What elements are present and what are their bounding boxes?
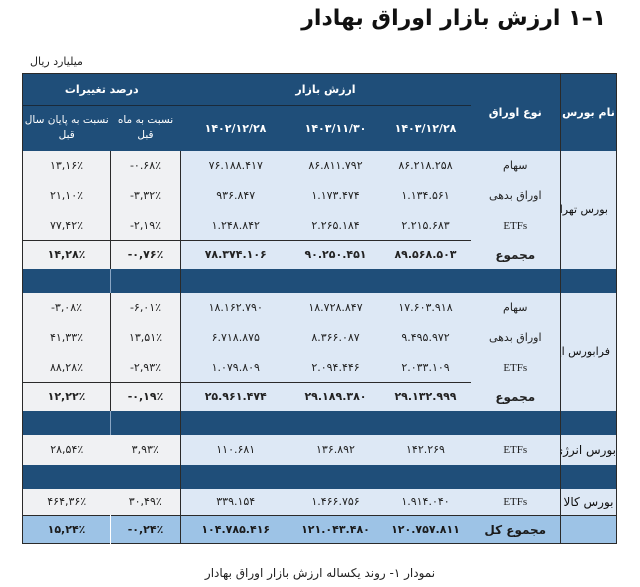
table-row: ۴۱,۳۳٪ ۱۳,۵۱٪ ۶.۷۱۸.۸۷۵ ۸.۳۶۶.۰۸۷ ۹.۴۹۵.… (22, 322, 617, 353)
cell-value-1403-12: ۱۲۰.۷۵۷.۸۱۱ (380, 515, 471, 544)
cell-value-1403-12: ۲۹.۱۳۲.۹۹۹ (380, 382, 471, 411)
table-row: ۷۷,۴۲٪ -۲,۱۹٪ ۱.۲۴۸.۸۴۲ ۲.۲۶۵.۱۸۴ ۲.۲۱۵.… (22, 210, 617, 241)
header-date-1403-12-28: ۱۴۰۳/۱۲/۲۸ (380, 105, 471, 151)
cell-month-change: -۳,۳۲٪ (110, 180, 181, 211)
cell-month-change: ۱۳,۵۱٪ (110, 322, 181, 353)
chart-caption: نمودار ۱- روند یکساله ارزش بازار اوراق ب… (204, 566, 436, 580)
header-vs-prev-year-end: نسبت به پایان سال قبل (22, 105, 111, 151)
cell-year-change: ۱۵,۲۴٪ (22, 515, 111, 544)
cell-year-change: -۳,۰۸٪ (22, 292, 111, 323)
cell-value-1402: ۷۸.۳۷۴.۱۰۶ (180, 240, 291, 269)
header-vs-prev-month: نسبت به ماه قبل (110, 105, 181, 151)
grand-total-row: ۱۵,۲۴٪ -۰,۲۴٪ ۱۰۴.۷۸۵.۴۱۶ ۱۲۱.۰۴۳.۴۸۰ ۱۲… (22, 515, 617, 544)
cell-value-1402: ۱۱۰.۶۸۱ (180, 434, 291, 465)
subtotal-row: ۱۲,۲۲٪ -۰,۱۹٪ ۲۵.۹۶۱.۴۷۴ ۲۹.۱۸۹.۳۸۰ ۲۹.۱… (22, 382, 617, 411)
cell-month-change: -۰.۶۸٪ (110, 150, 181, 181)
cell-year-change: ۲۸,۵۴٪ (22, 434, 111, 465)
cell-type: مجموع (470, 382, 561, 411)
cell-year-change: ۸۸,۲۸٪ (22, 352, 111, 383)
table-row: ۲۸,۵۴٪ ۳,۹۳٪ ۱۱۰.۶۸۱ ۱۳۶.۸۹۲ ۱۴۲.۲۶۹ ETF… (22, 434, 617, 465)
header-market-value: ارزش بازار (180, 73, 471, 106)
cell-value-1403-11: ۲۹.۱۸۹.۳۸۰ (290, 382, 381, 411)
cell-type: مجموع (470, 240, 561, 269)
cell-value-1403-11: ۱۸.۷۲۸.۸۴۷ (290, 292, 381, 323)
cell-value-1403-12: ۲.۰۳۳.۱۰۹ (380, 352, 471, 383)
cell-value-1402: ۹۳۶.۸۴۷ (180, 180, 291, 211)
exchange-name-energy: بورس انرژی (560, 434, 617, 465)
cell-value-1402: ۱۰۴.۷۸۵.۴۱۶ (180, 515, 291, 544)
cell-year-change: ۱۴,۲۸٪ (22, 240, 111, 269)
cell-year-change: ۷۷,۴۲٪ (22, 210, 111, 241)
unit-label: میلیارد ریال (30, 55, 83, 68)
cell-value-1402: ۲۵.۹۶۱.۴۷۴ (180, 382, 291, 411)
cell-type: اوراق بدهی (470, 322, 561, 353)
grand-total-empty (560, 515, 617, 544)
cell-value-1402: ۱.۰۷۹.۸۰۹ (180, 352, 291, 383)
exchange-name-tehran: بورس تهران (560, 150, 617, 269)
cell-type: ETFs (470, 352, 561, 383)
cell-value-1403-11: ۸.۳۶۶.۰۸۷ (290, 322, 381, 353)
cell-value-1402: ۱.۲۴۸.۸۴۲ (180, 210, 291, 241)
cell-month-change: -۰,۱۹٪ (110, 382, 181, 411)
cell-value-1402: ۷۶.۱۸۸.۴۱۷ (180, 150, 291, 181)
separator-row (22, 410, 617, 435)
header-exchange-name: نام بورس (560, 73, 617, 151)
cell-month-change: -۰,۲۴٪ (110, 515, 181, 544)
cell-value-1402: ۳۳۹.۱۵۴ (180, 488, 291, 516)
page-title: ۱–۱ ارزش بازار اوراق بهادار (301, 6, 606, 31)
cell-value-1403-11: ۱۳۶.۸۹۲ (290, 434, 381, 465)
header-date-1403-11-30: ۱۴۰۳/۱۱/۳۰ (290, 105, 381, 151)
cell-value-1403-11: ۱۲۱.۰۴۳.۴۸۰ (290, 515, 381, 544)
cell-value-1403-11: ۸۶.۸۱۱.۷۹۲ (290, 150, 381, 181)
cell-type: اوراق بدهی (470, 180, 561, 211)
cell-type: ETFs (470, 488, 561, 516)
header-security-type: نوع اوراق (470, 73, 561, 151)
cell-year-change: ۲۱,۱۰٪ (22, 180, 111, 211)
cell-year-change: ۱۳,۱۶٪ (22, 150, 111, 181)
exchange-name-commodity: بورس کالا (560, 488, 617, 516)
cell-value-1403-12: ۹.۴۹۵.۹۷۲ (380, 322, 471, 353)
cell-month-change: -۲,۱۹٪ (110, 210, 181, 241)
market-value-table: درصد تغییرات ارزش بازار نوع اوراق نام بو… (22, 73, 617, 544)
subtotal-row: ۱۴,۲۸٪ -۰,۷۶٪ ۷۸.۳۷۴.۱۰۶ ۹۰.۲۵۰.۴۵۱ ۸۹.۵… (22, 240, 617, 269)
separator-row (22, 464, 617, 489)
cell-value-1403-12: ۸۹.۵۶۸.۵۰۳ (380, 240, 471, 269)
cell-value-1403-11: ۹۰.۲۵۰.۴۵۱ (290, 240, 381, 269)
cell-type: ETFs (470, 210, 561, 241)
cell-year-change: ۴۱,۳۳٪ (22, 322, 111, 353)
cell-value-1403-12: ۸۶.۲۱۸.۲۵۸ (380, 150, 471, 181)
cell-value-1403-12: ۲.۲۱۵.۶۸۳ (380, 210, 471, 241)
table-row: -۳,۰۸٪ -۶,۰۱٪ ۱۸.۱۶۲.۷۹۰ ۱۸.۷۲۸.۸۴۷ ۱۷.۶… (22, 292, 617, 411)
cell-month-change: -۲,۹۳٪ (110, 352, 181, 383)
header-date-1402-12-28: ۱۴۰۲/۱۲/۲۸ (180, 105, 291, 151)
cell-type: ETFs (470, 434, 561, 465)
cell-value-1403-11: ۲.۰۹۴.۴۴۶ (290, 352, 381, 383)
cell-month-change: ۳۰,۴۹٪ (110, 488, 181, 516)
cell-value-1402: ۱۸.۱۶۲.۷۹۰ (180, 292, 291, 323)
cell-year-change: ۴۶۴,۳۶٪ (22, 488, 111, 516)
table-row: ۸۸,۲۸٪ -۲,۹۳٪ ۱.۰۷۹.۸۰۹ ۲.۰۹۴.۴۴۶ ۲.۰۳۳.… (22, 352, 617, 383)
exchange-name-farabourse: فرابورس ایران (560, 292, 617, 411)
cell-month-change: -۶,۰۱٪ (110, 292, 181, 323)
cell-value-1402: ۶.۷۱۸.۸۷۵ (180, 322, 291, 353)
cell-year-change: ۱۲,۲۲٪ (22, 382, 111, 411)
cell-value-1403-11: ۱.۴۶۶.۷۵۶ (290, 488, 381, 516)
cell-month-change: ۳,۹۳٪ (110, 434, 181, 465)
header-change-percent: درصد تغییرات (22, 73, 181, 106)
cell-value-1403-12: ۱.۹۱۴.۰۴۰ (380, 488, 471, 516)
grand-total-label: مجموع کل (470, 515, 561, 544)
cell-value-1403-12: ۱.۱۳۴.۵۶۱ (380, 180, 471, 211)
table-row: ۲۱,۱۰٪ -۳,۳۲٪ ۹۳۶.۸۴۷ ۱.۱۷۳.۴۷۴ ۱.۱۳۴.۵۶… (22, 180, 617, 211)
cell-type: سهام (470, 150, 561, 181)
cell-value-1403-12: ۱۷.۶۰۳.۹۱۸ (380, 292, 471, 323)
cell-type: سهام (470, 292, 561, 323)
table-row: ۴۶۴,۳۶٪ ۳۰,۴۹٪ ۳۳۹.۱۵۴ ۱.۴۶۶.۷۵۶ ۱.۹۱۴.۰… (22, 488, 617, 516)
cell-value-1403-12: ۱۴۲.۲۶۹ (380, 434, 471, 465)
separator-row (22, 268, 617, 293)
table-row: ۱۳,۱۶٪ -۰.۶۸٪ ۷۶.۱۸۸.۴۱۷ ۸۶.۸۱۱.۷۹۲ ۸۶.۲… (22, 150, 617, 269)
cell-value-1403-11: ۱.۱۷۳.۴۷۴ (290, 180, 381, 211)
cell-month-change: -۰,۷۶٪ (110, 240, 181, 269)
cell-value-1403-11: ۲.۲۶۵.۱۸۴ (290, 210, 381, 241)
